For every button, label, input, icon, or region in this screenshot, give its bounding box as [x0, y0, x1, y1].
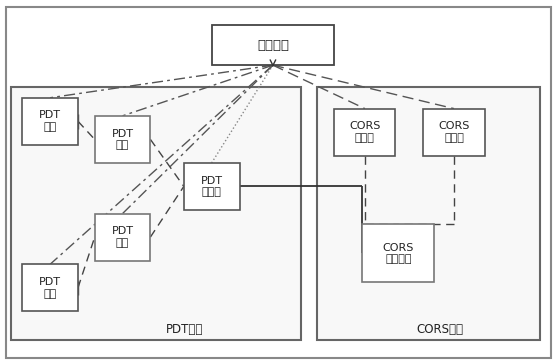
Bar: [362, 224, 434, 282]
Bar: [423, 109, 485, 156]
Text: CORS系统: CORS系统: [417, 323, 463, 336]
Text: PDT
终端: PDT 终端: [39, 277, 61, 299]
Bar: [11, 87, 301, 340]
Text: PDT
基站: PDT 基站: [111, 129, 134, 150]
Bar: [22, 98, 78, 145]
Bar: [22, 264, 78, 311]
Text: CORS
参考站: CORS 参考站: [438, 121, 470, 143]
Bar: [95, 116, 150, 163]
Text: CORS
数据中心: CORS 数据中心: [383, 243, 414, 264]
Text: PDT
基站: PDT 基站: [111, 226, 134, 248]
Text: PDT
核心网: PDT 核心网: [201, 176, 223, 197]
Text: 定位卫星: 定位卫星: [257, 39, 289, 52]
Bar: [95, 214, 150, 261]
Bar: [212, 25, 334, 65]
Text: CORS
参考站: CORS 参考站: [349, 121, 380, 143]
Text: PDT系统: PDT系统: [166, 323, 204, 336]
Bar: [334, 109, 395, 156]
Text: PDT
终端: PDT 终端: [39, 110, 61, 132]
Bar: [184, 163, 240, 210]
Bar: [317, 87, 540, 340]
